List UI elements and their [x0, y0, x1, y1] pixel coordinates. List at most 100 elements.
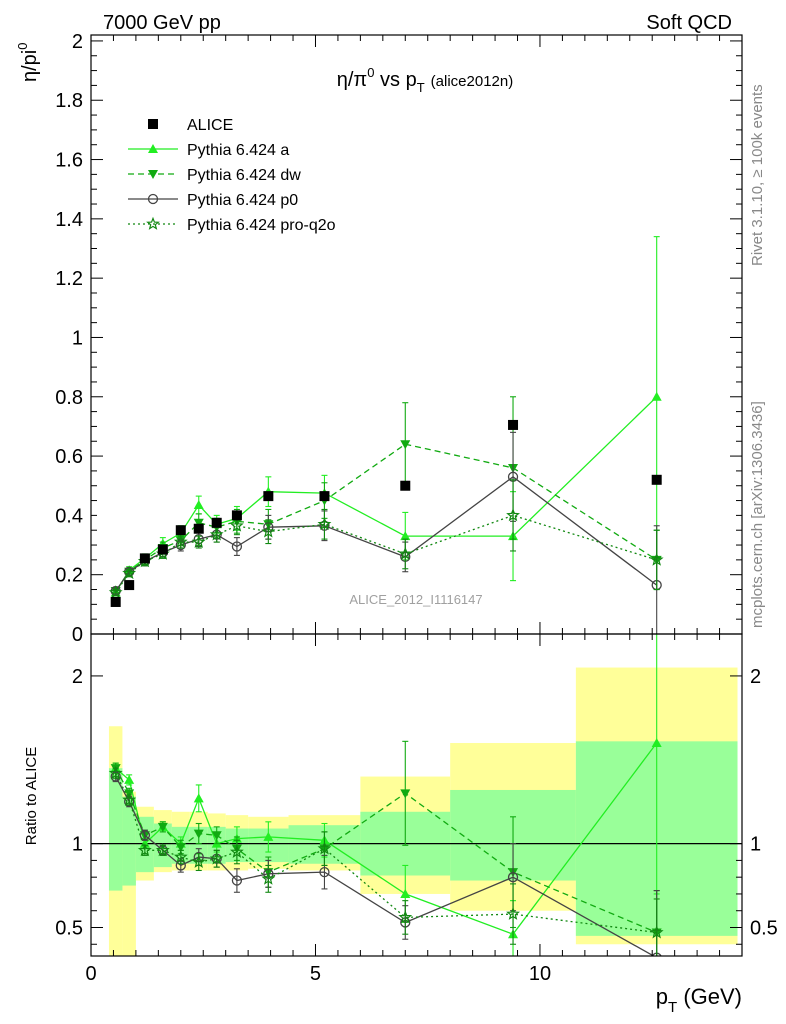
data-point	[261, 871, 276, 885]
legend-label: Pythia 6.424 dw	[187, 167, 301, 184]
title-sup: 0	[367, 65, 374, 80]
rivet-version-label: Rivet 3.1.10, ≥ 100k events	[749, 84, 766, 266]
data-point	[211, 517, 222, 528]
data-point	[398, 546, 413, 560]
series-alice	[110, 419, 662, 607]
legend-item-data: ALICE	[148, 117, 233, 134]
data-point	[319, 866, 330, 878]
legend-label: ALICE	[187, 117, 233, 134]
legend-label: Pythia 6.424 a	[187, 142, 289, 159]
data-point	[263, 831, 274, 841]
data-point	[651, 738, 662, 748]
title-sub: T	[417, 80, 425, 95]
y-tick-label: 0.4	[55, 505, 83, 527]
data-point	[230, 518, 244, 532]
data-point	[231, 510, 242, 521]
legend-item-p0: Pythia 6.424 p0	[128, 192, 298, 209]
analysis-watermark: ALICE_2012_I1116147	[349, 592, 482, 607]
x-tick-label: 5	[310, 963, 321, 985]
series-line	[115, 443, 658, 592]
x-axis-label: pT (GeV)	[656, 984, 742, 1016]
data-point	[155, 843, 170, 857]
legend-label: Pythia 6.424 pro-q2o	[187, 217, 336, 234]
data-point	[193, 500, 204, 510]
xlabel-unit: (GeV)	[677, 984, 742, 1009]
ylabel-main: η/pi	[19, 50, 41, 82]
upper-y-axis-label: η/pi0	[15, 43, 41, 82]
data-point	[651, 474, 662, 485]
data-point	[506, 508, 521, 522]
panel-series	[108, 634, 664, 956]
data-point	[124, 774, 135, 784]
data-point	[122, 565, 137, 580]
data-point	[507, 872, 519, 883]
x-tick-label: 0	[85, 963, 96, 985]
data-point	[137, 843, 152, 857]
data-point	[400, 480, 411, 491]
data-point	[173, 849, 188, 863]
y-tick-label: 0.5	[55, 917, 83, 939]
legend-item-a: Pythia 6.424 a	[128, 142, 289, 159]
header-process-label: Soft QCD	[646, 12, 732, 34]
legend-marker	[146, 216, 160, 230]
mcplots-reference-label: mcplots.cern.ch [arXiv:1306.3436]	[749, 401, 766, 628]
y-tick-label-right: 1	[750, 834, 761, 856]
data-point	[139, 553, 150, 564]
legend-item-proq2o: Pythia 6.424 pro-q2o	[128, 216, 336, 234]
y-tick-label: 1	[72, 327, 83, 349]
data-point	[400, 440, 411, 450]
data-point	[317, 841, 332, 855]
series-proq2o	[108, 765, 664, 956]
series-proq2o	[108, 479, 664, 599]
y-tick-label-right: 2	[750, 666, 761, 688]
data-point	[263, 491, 274, 502]
plot-title: η/π0 vs pT (alice2012n)	[337, 65, 513, 95]
y-tick-label: 1.6	[55, 150, 83, 172]
legend-marker	[148, 170, 158, 179]
data-point	[209, 851, 224, 865]
ratio-uncertainty-bands	[108, 667, 738, 956]
legend-marker	[148, 119, 158, 129]
data-point	[191, 534, 206, 548]
data-point	[400, 888, 411, 898]
y-tick-label: 2	[72, 666, 83, 688]
data-point	[193, 518, 204, 528]
ylabel-sup: 0	[15, 43, 30, 50]
data-point	[209, 527, 224, 541]
xlabel-main: p	[656, 984, 668, 1009]
legend-item-dw: Pythia 6.424 dw	[128, 167, 301, 184]
band-inner	[108, 768, 123, 891]
data-point	[230, 844, 244, 858]
data-point	[191, 854, 206, 868]
data-point	[211, 831, 222, 841]
data-point	[193, 829, 204, 839]
series-layer	[108, 236, 664, 956]
data-point	[400, 531, 411, 541]
legend-marker	[148, 144, 158, 153]
data-point	[317, 517, 332, 531]
legend-marker	[147, 193, 159, 205]
legend-label: Pythia 6.424 p0	[187, 192, 298, 209]
y-tick-label: 0	[72, 624, 83, 646]
data-point	[508, 419, 519, 430]
axes-layer: 0 5 10 0 0.2 0.4 0.6 0.8 1 1.2 1.4 1.6 1.8 2 0.5 0.5 1 1 2…	[55, 31, 778, 985]
panel-series	[108, 236, 664, 634]
lower-frame	[90, 633, 743, 957]
data-point	[649, 552, 664, 566]
series-line	[115, 475, 658, 592]
data-point	[124, 580, 135, 591]
y-tick-label: 0.6	[55, 446, 83, 468]
series-dw	[110, 396, 662, 597]
y-tick-label: 1.8	[55, 90, 83, 112]
data-point	[651, 391, 662, 401]
data-point	[175, 842, 186, 852]
band-inner	[122, 796, 136, 886]
lower-y-axis-label: Ratio to ALICE	[23, 747, 40, 845]
y-tick-label: 1.4	[55, 209, 83, 231]
series-line	[115, 396, 658, 593]
legend: ALICE Pythia 6.424 a Pythia 6.424 dw Pythia…	[128, 117, 336, 234]
data-point	[193, 523, 204, 534]
y-tick-label: 2	[72, 31, 83, 53]
y-tick-label-right: 0.5	[750, 917, 778, 939]
